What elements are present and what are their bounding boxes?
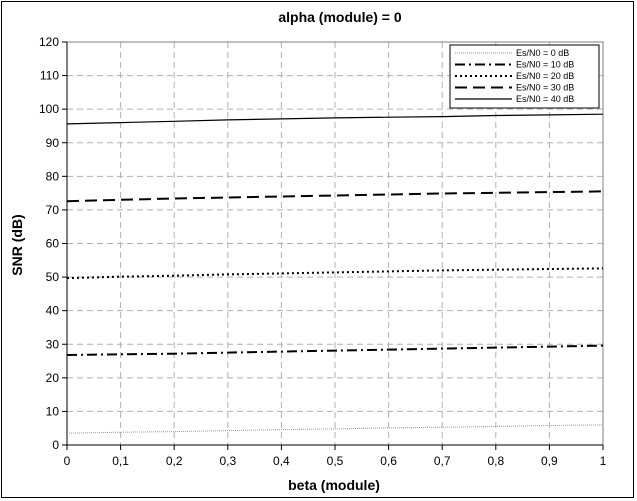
x-tick-label: 1	[600, 454, 607, 468]
series-line-0	[66, 424, 604, 434]
y-tick-label: 40	[46, 304, 60, 318]
y-tick-label: 50	[46, 270, 60, 284]
series-line-2	[66, 267, 604, 280]
y-axis: 0 10 20 30 40 50 60 70 80 90 100 110 120	[39, 35, 68, 452]
x-tick-label: 0	[64, 454, 71, 468]
y-tick-label: 120	[39, 35, 59, 49]
y-tick-label: 20	[46, 371, 60, 385]
y-axis-title: SNR (dB)	[9, 214, 25, 275]
legend-label-3: Es/N0 = 30 dB	[516, 83, 574, 93]
x-axis: 0 0,1 0,2 0,3 0,4 0,5 0,6 0,7 0,8 0,9 1	[64, 444, 607, 468]
series-line-4	[66, 113, 604, 125]
x-tick-label: 0,2	[166, 454, 183, 468]
y-tick-label: 80	[46, 169, 60, 183]
y-tick-label: 30	[46, 337, 60, 351]
series-lines	[66, 113, 604, 434]
legend-label-0: Es/N0 = 0 dB	[516, 48, 569, 58]
y-tick-label: 100	[39, 102, 59, 116]
x-tick-label: 0,4	[273, 454, 290, 468]
x-tick-label: 0,7	[434, 454, 451, 468]
x-axis-title: beta (module)	[288, 477, 380, 493]
x-tick-label: 0,3	[219, 454, 236, 468]
series-line-1	[66, 344, 604, 356]
y-tick-label: 70	[46, 203, 60, 217]
legend-label-4: Es/N0 = 40 dB	[516, 94, 574, 104]
x-tick-label: 0,1	[112, 454, 129, 468]
y-tick-label: 60	[46, 237, 60, 251]
legend-box	[449, 44, 600, 109]
grid-lines	[67, 42, 603, 445]
x-tick-label: 0,9	[541, 454, 558, 468]
x-tick-label: 0,8	[487, 454, 504, 468]
chart-title: alpha (module) = 0	[278, 9, 402, 25]
x-tick-label: 0,6	[380, 454, 397, 468]
y-tick-label: 90	[46, 136, 60, 150]
y-tick-label: 10	[46, 404, 60, 418]
y-tick-label: 110	[40, 69, 59, 83]
legend-label-1: Es/N0 = 10 dB	[516, 60, 574, 70]
y-tick-label: 0	[52, 438, 59, 452]
legend-label-2: Es/N0 = 20 dB	[516, 71, 574, 81]
x-tick-label: 0,5	[327, 454, 344, 468]
